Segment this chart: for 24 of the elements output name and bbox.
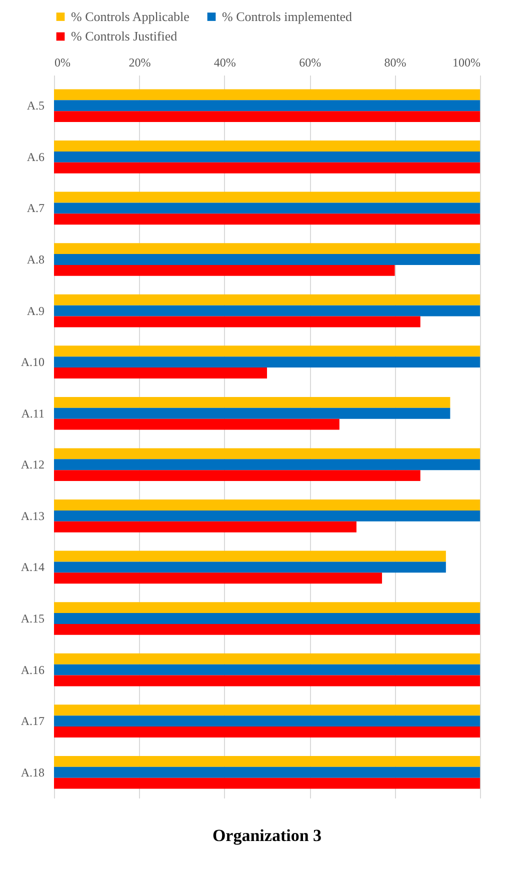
y-tick-label: A.16 <box>20 662 44 677</box>
legend-label: % Controls Applicable <box>71 8 190 24</box>
y-tick-label: A.14 <box>20 560 44 574</box>
y-tick-label: A.17 <box>20 714 44 728</box>
y-tick-label: A.7 <box>26 201 44 216</box>
y-tick-label: A.5 <box>26 98 44 113</box>
x-tick-label: 40% <box>214 56 236 70</box>
y-tick-label: A.11 <box>21 406 44 420</box>
legend-label: % Controls Justified <box>71 28 178 44</box>
x-tick-label: 20% <box>128 56 151 70</box>
y-tick-label: A.18 <box>20 765 44 780</box>
x-tick-label: 80% <box>384 56 406 70</box>
x-tick-label: 0% <box>54 56 70 70</box>
y-tick-label: A.8 <box>26 252 44 266</box>
x-tick-label: 60% <box>299 56 322 70</box>
legend-label: % Controls implemented <box>222 8 352 24</box>
y-tick-label: A.12 <box>20 458 44 472</box>
y-tick-label: A.10 <box>20 355 44 370</box>
x-tick-label: 100% <box>452 56 480 70</box>
y-tick-label: A.9 <box>26 304 44 318</box>
text: Organization 3 <box>212 826 322 845</box>
y-tick-label: A.6 <box>26 150 44 164</box>
y-tick-label: A.15 <box>20 612 44 626</box>
y-tick-label: A.13 <box>20 508 44 523</box>
